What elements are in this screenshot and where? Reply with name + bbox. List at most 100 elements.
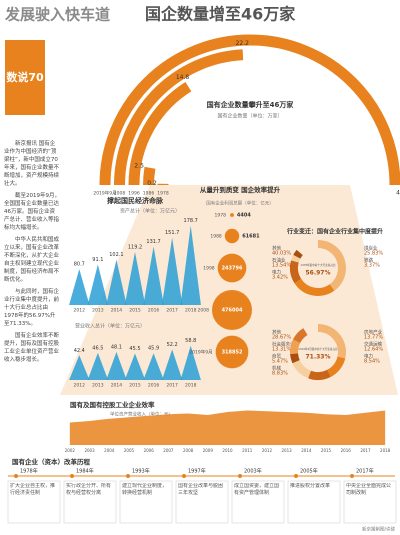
segment-label: 13.54% — [272, 263, 291, 269]
segment-label: 25.83% — [364, 251, 383, 257]
segment-name: 铁路 — [364, 257, 373, 264]
segment-name: 社会服务业 — [272, 341, 295, 348]
x-tick-label: 2008 — [183, 448, 194, 453]
event-box — [343, 480, 397, 524]
mountain — [124, 353, 146, 380]
paragraph: 国有企业效率不断提升，国有及国有控股工业企业单位资产营业收入稳步增长。 — [4, 333, 60, 363]
value-label: 58.8 — [185, 338, 196, 344]
x-tick-label: 2014 — [301, 448, 312, 453]
center-label: 71.33% — [306, 354, 331, 361]
event-year: 1978年 — [20, 468, 38, 475]
segment-name: 煤炭业 — [364, 245, 378, 252]
timeline-title: 国有企业（资本）改革历程 — [12, 457, 91, 466]
mountain — [143, 246, 164, 305]
event-text-box: 推进股权分置改革 — [290, 483, 330, 489]
event-box — [119, 480, 173, 524]
arc-bar — [143, 166, 156, 186]
mountain — [106, 351, 127, 380]
x-tick-label: 2012 — [74, 308, 86, 314]
event-box — [231, 480, 285, 524]
center-title: 1978年集中前十大行业总占比 — [300, 263, 336, 267]
x-tick-label: 2011 — [242, 448, 253, 453]
value-label: 318852 — [222, 350, 243, 356]
segment-name: 电力 — [364, 353, 373, 360]
value-label: 178.7 — [184, 218, 198, 224]
logo: 数说70 — [6, 70, 44, 84]
mountain — [87, 264, 109, 305]
segment-label: 13.77% — [364, 335, 383, 341]
timeline-dot — [14, 474, 18, 478]
year-label: 1998 — [203, 266, 215, 272]
event-text: 中央企业全面完成公司制改制 — [346, 483, 392, 496]
paragraph: 截至2019年9月，全国国有企业数量已达46万家。国有企业资产总计、营业收入等指… — [4, 193, 60, 231]
value-label: 46 — [396, 190, 400, 197]
donut-segment — [326, 356, 346, 377]
year-label: 1978 — [215, 213, 227, 219]
segment-name: 石油业 — [272, 257, 286, 264]
donut-segment — [308, 369, 331, 380]
x-tick-label: 2005 — [124, 448, 135, 453]
mountain — [161, 349, 183, 380]
year-label: 2008 — [114, 191, 126, 197]
mountain — [69, 355, 90, 380]
paragraph: 与此同时，国有企业行业集中度提升，前十大行业总占比由1978年的56.97%升至… — [4, 289, 60, 327]
timeline-dot — [126, 474, 130, 478]
segment-name: 房地产业 — [364, 329, 382, 336]
mountain — [180, 345, 201, 380]
event-text-box: 扩大企业自主权，推行经济责任制 — [10, 483, 56, 496]
timeline-dot — [238, 474, 242, 478]
value-label: 48.1 — [111, 344, 122, 350]
x-tick-label: 2006 — [144, 448, 155, 453]
year-label: 1986 — [143, 191, 155, 197]
x-tick-label: 2016 — [148, 383, 160, 389]
timeline-dot — [182, 474, 186, 478]
paragraph: 新京报讯 国有企业作为中国经济的“顶梁柱”，新中国成立70年来，国有企业数量不断… — [4, 141, 60, 187]
arc-bar — [114, 49, 244, 186]
event-box — [287, 480, 341, 524]
donut-segment — [294, 278, 335, 296]
donut-segment — [293, 249, 303, 259]
chart-subtitle: 单位资产营业收入（单位：元） — [110, 411, 173, 418]
x-tick-label: 2016 — [148, 308, 160, 314]
event-text: 建立现代企业制度，转换经营机制 — [122, 483, 168, 496]
center-label: 56.97% — [306, 270, 331, 277]
segment-name: 其他 — [272, 329, 281, 336]
event-year: 1984年 — [76, 468, 94, 475]
chart-title: 从量升到质变 国企效率提升 — [200, 185, 281, 194]
paragraph: 中华人民共和国成立以来，国有企业改革不断深化，从扩大企业自主权到建立现代企业制度… — [4, 237, 60, 283]
segment-name: 其他 — [272, 245, 281, 252]
x-tick-label: 2013 — [282, 448, 293, 453]
segment-name: 商贸 — [272, 353, 281, 360]
donut-segment — [290, 353, 300, 364]
x-tick-label: 2017 — [360, 448, 371, 453]
bubble — [230, 213, 234, 217]
x-tick-label: 2003 — [84, 448, 95, 453]
x-tick-label: 2014 — [111, 383, 123, 389]
event-text: 扩大企业自主权，推行经济责任制 — [10, 483, 56, 496]
arc-bar — [128, 82, 192, 186]
event-year: 2005年 — [300, 468, 318, 475]
mountain — [143, 353, 164, 380]
donut-segment — [317, 324, 346, 359]
x-tick-label: 2015 — [129, 383, 141, 389]
value-label: 0.2 — [147, 180, 157, 187]
value-label: 52.2 — [167, 342, 178, 348]
year-label: 1978 — [157, 191, 169, 197]
segment-label: 40.03% — [272, 251, 291, 257]
x-tick-label: 2002 — [65, 448, 76, 453]
chart-title: 行业变迁：国有企业行业集中度提升 — [286, 228, 383, 236]
segment-name: 机械 — [272, 365, 281, 372]
headline: 国企数量增至46万家 — [145, 5, 296, 24]
event-text-box: 国有企业改革与脱困三年攻坚 — [178, 483, 223, 496]
timeline-dot — [294, 474, 298, 478]
value-label: 131.7 — [146, 239, 160, 245]
donut-segment — [292, 359, 312, 379]
value-label: 91.1 — [92, 257, 103, 263]
x-tick-label: 2018 — [380, 448, 391, 453]
x-tick-label: 2012 — [262, 448, 273, 453]
x-tick-label: 2017 — [166, 308, 178, 314]
value-label: 2.5 — [134, 162, 144, 169]
x-tick-label: 2017 — [166, 383, 178, 389]
